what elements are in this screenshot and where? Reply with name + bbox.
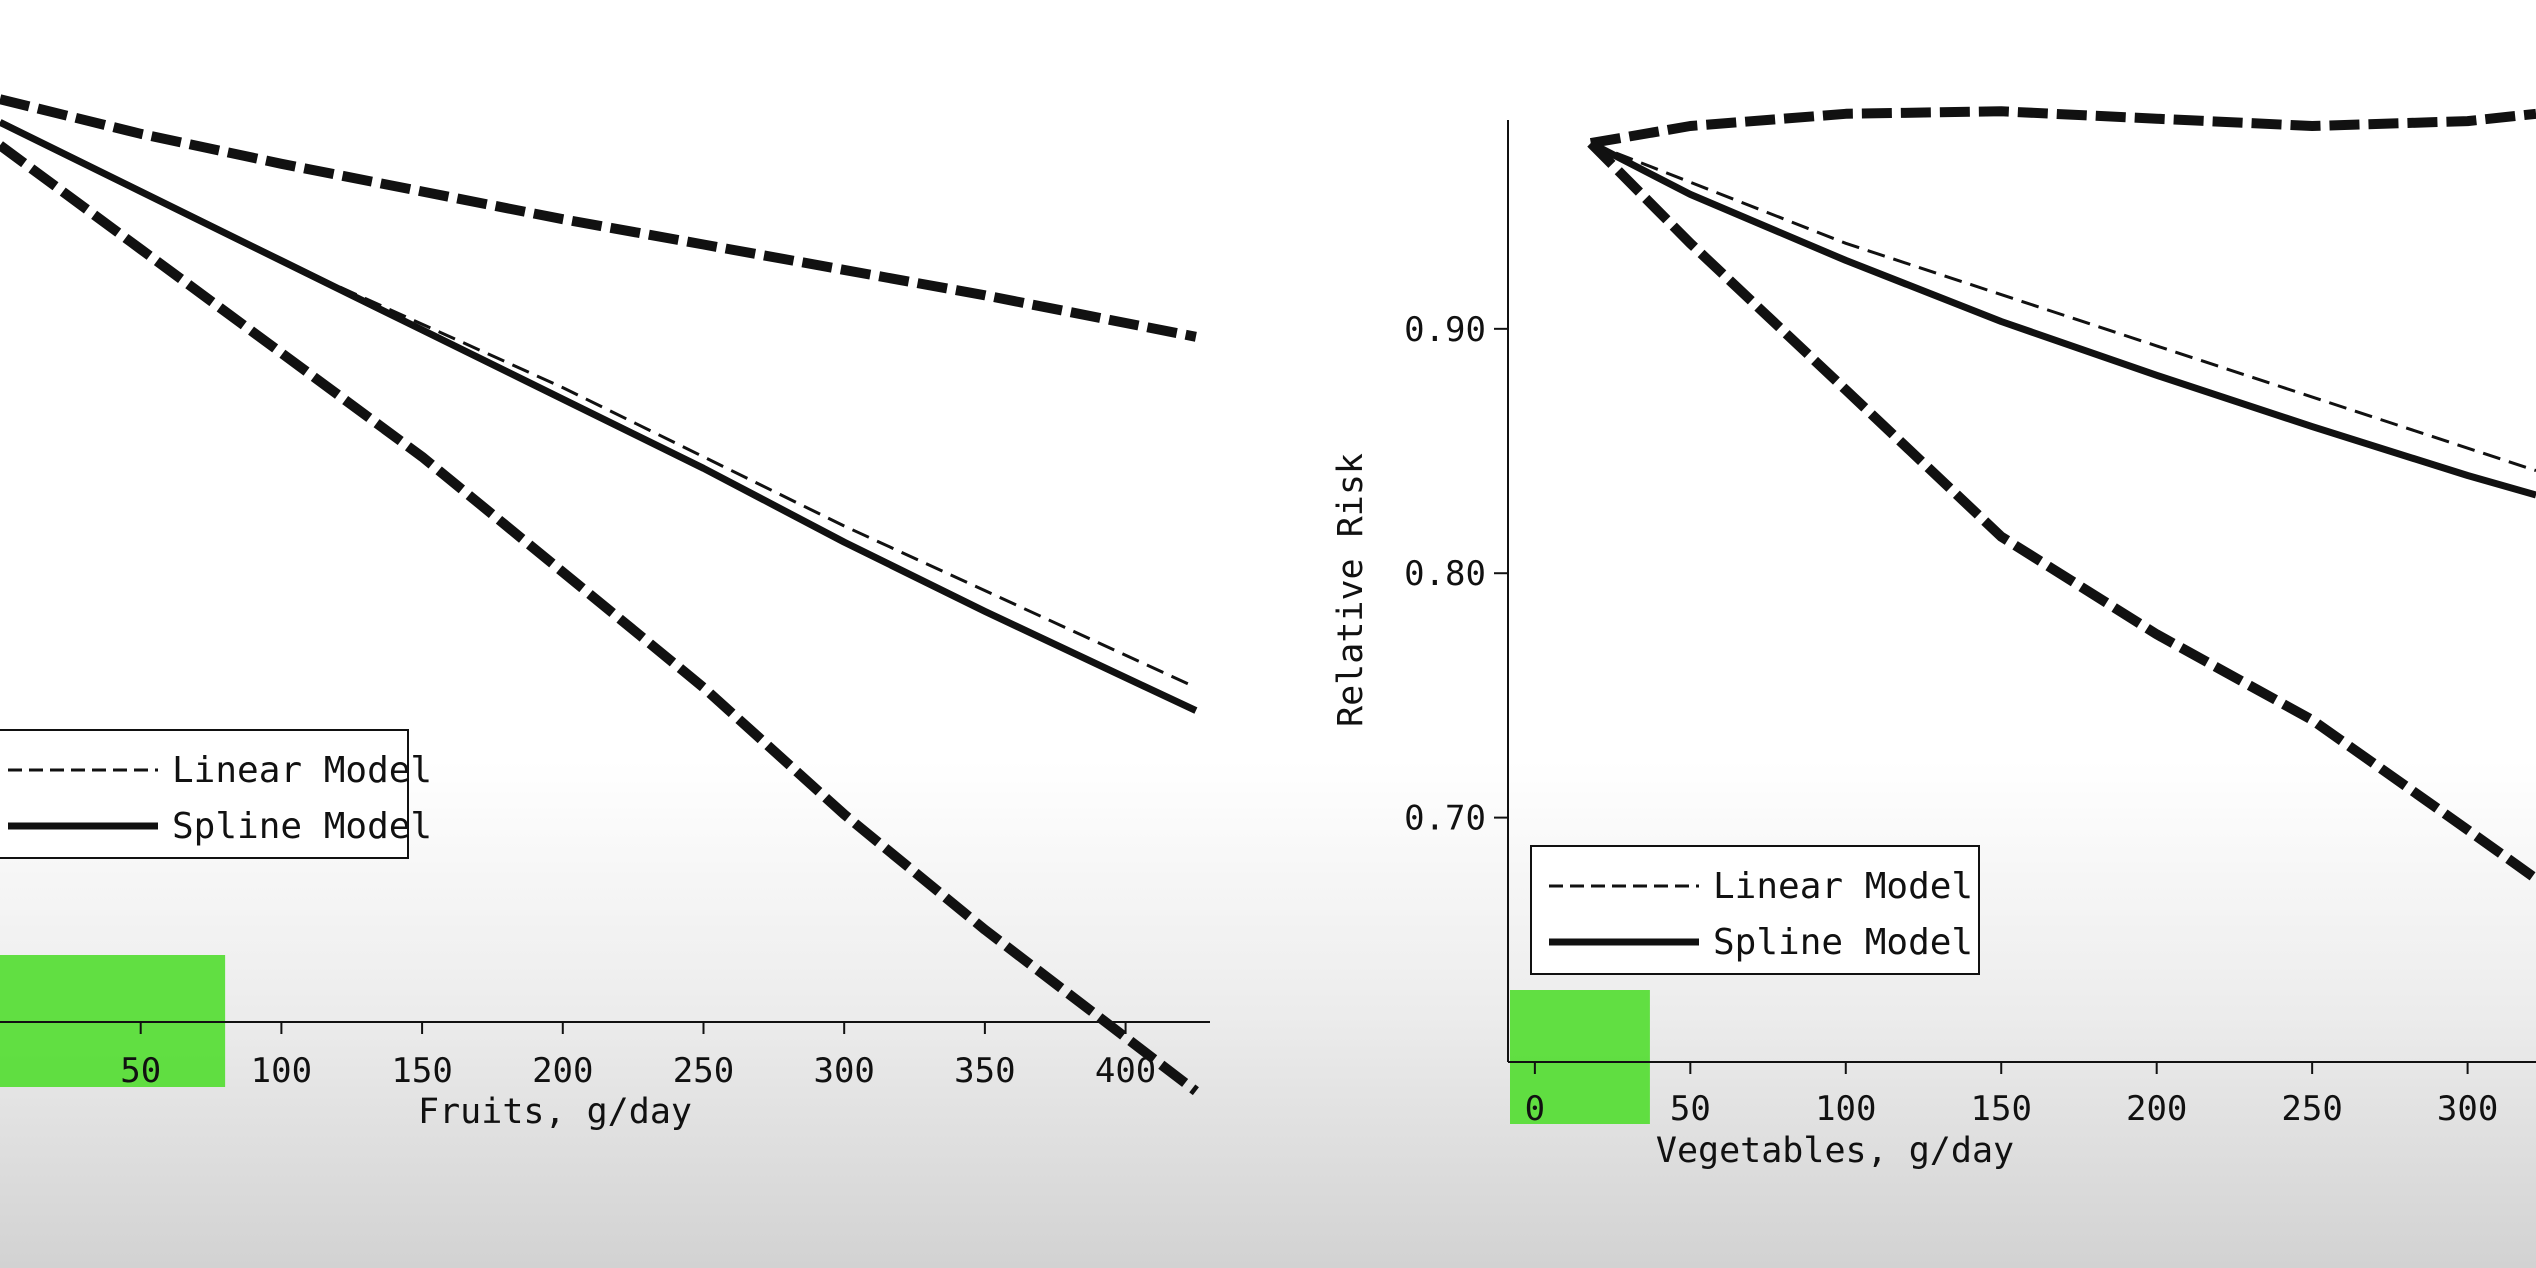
y-tick-label: 0.90 [1404,310,1486,350]
legend-label: Linear Model [172,750,432,791]
x-tick-label: 150 [1971,1089,2032,1129]
x-tick-label: 100 [1815,1089,1876,1129]
series-line-spline-model [1589,139,2536,499]
x-axis-title: Vegetables, g/day [1656,1131,2014,1171]
x-tick-label: 250 [2281,1089,2342,1129]
x-axis-title: Fruits, g/day [418,1092,692,1132]
x-tick-label: 100 [251,1051,312,1091]
x-tick-label: 150 [391,1051,452,1091]
legend-label: Spline Model [172,806,432,847]
y-axis-title: Relative Risk [1331,453,1371,727]
x-tick-label: 200 [2126,1089,2187,1129]
series-line-ci-bound-2 [1589,106,2536,149]
legend: Linear Model Spline Model [1530,845,1980,975]
series-line-ci-bound-2 [0,94,1197,342]
x-tick-label: 300 [2437,1089,2498,1129]
legend: Linear Model Spline Model [0,729,432,859]
series-line-ci-bound-3 [0,141,1199,1096]
x-tick-label: 350 [954,1051,1015,1091]
series-line-linear-model [1590,141,2536,473]
x-tick-label: 0 [1525,1089,1545,1129]
x-tick-label: 300 [813,1051,874,1091]
x-tick-label: 50 [120,1051,161,1091]
legend-box [1530,845,1980,975]
chart-panel-2: 0 50 100 150 200 250 300 0.70 0.80 0.90 Vegetables… [1331,106,2536,1171]
series-line-spline-model [0,119,1198,714]
x-tick-label: 50 [1670,1089,1711,1129]
legend-label: Spline Model [1713,922,1973,963]
y-tick-label: 0.80 [1404,554,1486,594]
legend-label: Linear Model [1713,866,1973,907]
highlight-box [1510,990,1650,1124]
series-line-linear-model [0,120,1197,689]
series-line-ci-bound-3 [1587,139,2536,883]
x-tick-label: 250 [673,1051,734,1091]
y-tick-label: 0.70 [1404,799,1486,839]
x-tick-label: 200 [532,1051,593,1091]
legend-box [0,729,409,859]
